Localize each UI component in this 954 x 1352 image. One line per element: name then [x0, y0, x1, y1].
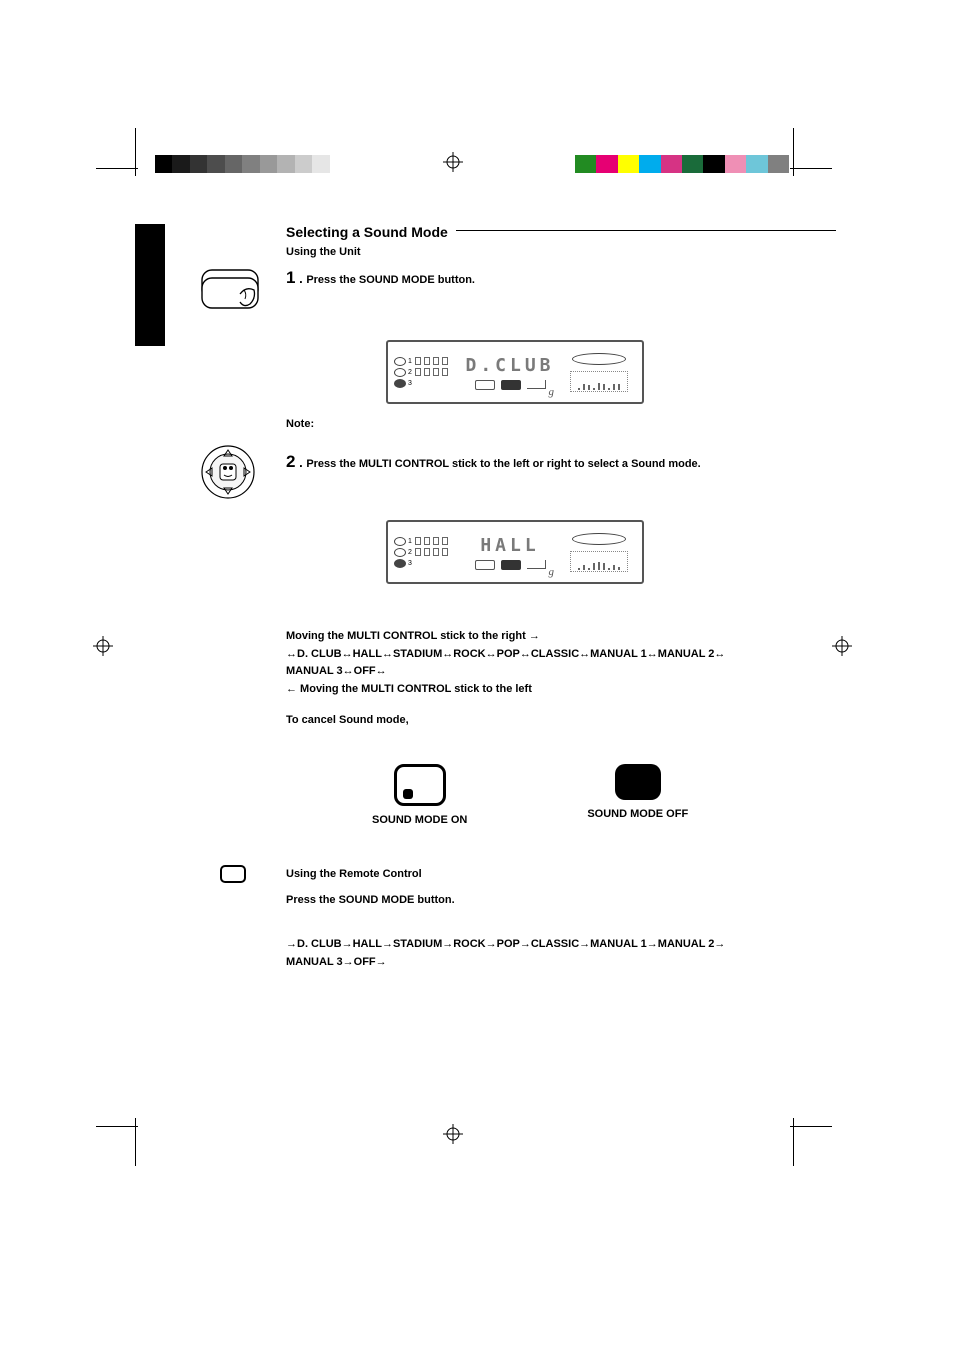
to-cancel-label: To cancel Sound mode, — [286, 714, 810, 726]
display-panel-2: 1 2 3 HALL g — [386, 520, 644, 584]
registration-mark — [443, 1124, 463, 1144]
sound-mode-off-icon — [615, 764, 661, 800]
page-content: Selecting a Sound Mode Using the Unit 1 … — [170, 224, 810, 972]
registration-mark — [443, 152, 463, 172]
heading-text: Selecting a Sound Mode — [286, 224, 448, 240]
using-remote-label: Using the Remote Control — [286, 868, 810, 880]
step-2-text: Press the MULTI CONTROL stick to the lef… — [306, 458, 700, 470]
sound-mode-off-label: SOUND MODE OFF — [587, 808, 688, 820]
remote-control-section: Using the Remote Control Press the SOUND… — [286, 868, 810, 906]
registration-mark — [832, 636, 852, 656]
using-unit-label: Using the Unit — [286, 246, 810, 258]
display-panel-1: 1 2 3 D.CLUB g — [386, 340, 644, 404]
mode-sequence-unidirectional: →D. CLUB→HALL→STADIUM→ROCK→POP→CLASSIC→M… — [286, 936, 810, 971]
sound-mode-on-label: SOUND MODE ON — [372, 814, 467, 826]
mode-indicators: SOUND MODE ON SOUND MODE OFF — [372, 764, 810, 826]
step-1-text: Press the SOUND MODE button. — [306, 274, 475, 286]
note-label: Note: — [286, 418, 810, 430]
page-edge-tab — [135, 224, 165, 346]
section-heading: Selecting a Sound Mode — [286, 224, 810, 240]
registration-mark — [93, 636, 113, 656]
grayscale-calibration-bar — [155, 155, 347, 173]
press-sound-mode-text: Press the SOUND MODE button. — [286, 894, 810, 906]
color-calibration-bar — [575, 155, 789, 173]
mode-sequence-bidirectional: Moving the MULTI CONTROL stick to the ri… — [286, 628, 810, 698]
step-1: 1 . Press the SOUND MODE button. — [286, 268, 810, 288]
display-2-text: HALL — [458, 535, 562, 556]
sound-mode-on-icon — [394, 764, 446, 806]
display-1-text: D.CLUB — [458, 355, 562, 376]
step-2: 2 . Press the MULTI CONTROL stick to the… — [286, 452, 810, 472]
